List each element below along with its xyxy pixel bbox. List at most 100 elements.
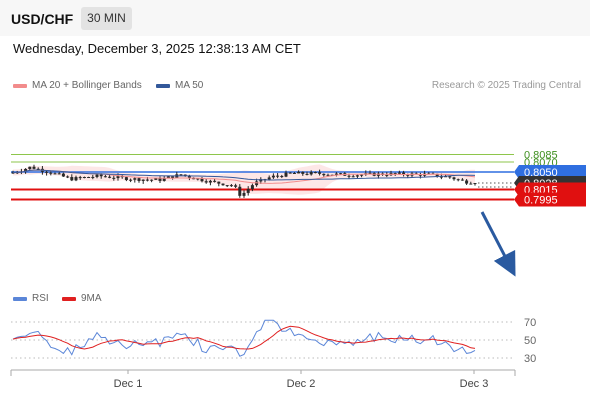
candle [129, 178, 133, 183]
candle [469, 181, 473, 185]
candle-body [217, 181, 221, 184]
candle [313, 171, 317, 174]
candle [242, 190, 246, 198]
candle [318, 169, 322, 176]
candle-body [187, 175, 191, 178]
candle-body [145, 179, 149, 181]
toolbar: USD/CHF 30 MIN [0, 0, 590, 36]
candle-body [452, 177, 456, 180]
candle [74, 175, 78, 182]
candle-body [250, 185, 254, 190]
candle-body [158, 178, 162, 181]
candle-body [229, 185, 233, 187]
timeframe-button[interactable]: 30 MIN [81, 7, 132, 30]
candle [133, 177, 137, 183]
rsi-panel: 70 50 30 [11, 317, 536, 365]
candle [221, 183, 225, 186]
candle-body [133, 178, 137, 180]
candle [288, 172, 292, 174]
candle [448, 175, 452, 179]
candle-body [402, 172, 406, 175]
x-tick-label: Dec 2 [287, 378, 316, 390]
candle-body [91, 176, 95, 178]
candle-body [95, 174, 99, 177]
candle [45, 170, 49, 176]
candle [91, 174, 95, 180]
candle [402, 170, 406, 177]
candle-body [334, 173, 338, 175]
candle [158, 176, 162, 184]
candle-body [318, 172, 322, 174]
candle [66, 175, 70, 179]
candles [11, 164, 477, 198]
level-label-0.8085: 0.8085 [524, 150, 558, 162]
candle-body [221, 183, 225, 186]
candle-body [397, 172, 401, 174]
candle-body [238, 186, 242, 196]
candle [150, 179, 154, 183]
level-label-0.7995: 0.7995 [524, 195, 558, 207]
candle [225, 185, 229, 188]
candle-body [276, 175, 280, 177]
candle-body [460, 179, 464, 181]
candle-body [200, 178, 204, 182]
candle-body [456, 179, 460, 181]
candle-body [435, 173, 439, 177]
candle-body [78, 177, 82, 179]
candle [217, 181, 221, 187]
candle [53, 172, 57, 175]
rsi-tick-30: 30 [524, 353, 536, 365]
candle-body [150, 179, 154, 181]
candle-body [360, 174, 364, 176]
candle-body [242, 192, 246, 196]
candle [141, 179, 145, 184]
candle [452, 176, 456, 181]
candle-body [465, 180, 469, 184]
candle-body [313, 172, 317, 174]
candle-body [292, 172, 296, 174]
candle [103, 174, 107, 178]
candle-body [347, 175, 351, 177]
legend-rsi-label: RSI [32, 293, 49, 304]
rsi-tick-70: 70 [524, 317, 536, 329]
candle [297, 170, 301, 174]
candle-body [385, 174, 389, 176]
candle-body [297, 171, 301, 174]
candle-body [326, 174, 330, 176]
candle-body [141, 179, 145, 181]
candle [460, 178, 464, 181]
timestamp: Wednesday, December 3, 2025 12:38:13 AM … [13, 41, 301, 56]
candle-body [225, 185, 229, 187]
candle-body [66, 176, 70, 178]
time-axis: Dec 1 Dec 2 Dec 3 [10, 369, 516, 390]
candle [465, 179, 469, 185]
legend-ma50-label: MA 50 [175, 80, 204, 91]
candle-body [36, 168, 40, 170]
candle-body [351, 176, 355, 178]
candle-body [154, 178, 158, 180]
candle-body [179, 174, 183, 176]
candle [250, 183, 254, 192]
candle-body [393, 173, 397, 175]
candle-body [406, 174, 410, 176]
candle [87, 176, 91, 179]
candle [61, 172, 65, 177]
candle-body [322, 173, 326, 176]
legend-ma50: MA 50 [156, 80, 203, 91]
candle-body [49, 172, 53, 174]
ma20-swatch [13, 83, 27, 88]
candle [112, 175, 116, 181]
candle [292, 172, 296, 174]
candle [305, 171, 309, 176]
candle-body [439, 176, 443, 178]
candle-body [473, 183, 477, 185]
candle-body [108, 176, 112, 178]
candle-body [129, 179, 133, 181]
candle [456, 178, 460, 182]
candle-body [213, 180, 217, 182]
candle-body [166, 176, 170, 179]
credit-text: Research © 2025 Trading Central [431, 80, 581, 91]
candle-body [183, 174, 187, 176]
candle-body [61, 173, 65, 177]
candle [204, 178, 208, 184]
